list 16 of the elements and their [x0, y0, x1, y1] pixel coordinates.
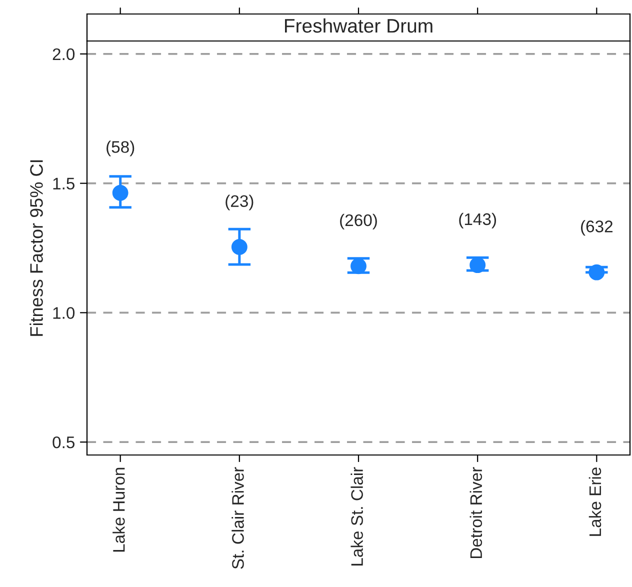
y-tick-label: 0.5	[52, 436, 74, 448]
annotation: (58)	[106, 140, 134, 156]
annotation: (23)	[226, 194, 254, 210]
chart-title: Freshwater Drum	[285, 18, 432, 33]
x-tick-label: Lake Huron	[112, 468, 125, 552]
x-tick-label: Lake St. Clair	[350, 467, 363, 566]
y-tick-label: 1.5	[53, 178, 74, 190]
x-tick-label: St. Clair River	[232, 467, 244, 569]
annotation: (632	[581, 220, 612, 236]
annotation: (143)	[459, 212, 496, 228]
annotation: (260)	[340, 214, 377, 230]
y-axis-title: Fitness Factor 95% CI	[30, 160, 43, 336]
y-tick-label: 1.0	[53, 307, 75, 319]
x-tick-label: Lake Erie	[588, 468, 602, 536]
x-tick-label: Detroit River	[470, 467, 482, 558]
y-tick-label: 2.0	[52, 48, 75, 60]
